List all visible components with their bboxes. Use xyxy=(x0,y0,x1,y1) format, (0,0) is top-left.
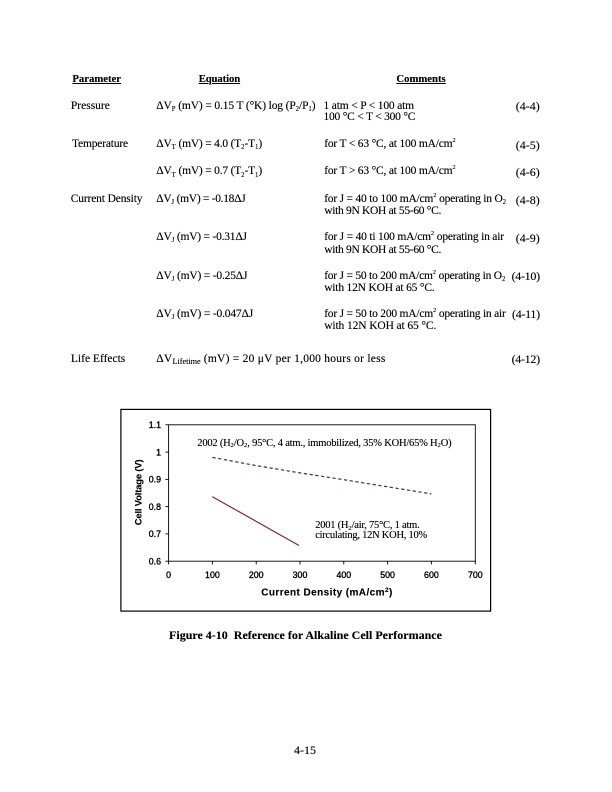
svg-text:1: 1 xyxy=(156,447,161,457)
svg-text:0.8: 0.8 xyxy=(149,502,161,512)
svg-text:500: 500 xyxy=(380,570,395,580)
svg-text:0.6: 0.6 xyxy=(149,556,161,566)
svg-text:300: 300 xyxy=(293,570,308,580)
svg-text:0.9: 0.9 xyxy=(149,475,161,485)
svg-text:0.7: 0.7 xyxy=(149,529,161,539)
svg-text:1.1: 1.1 xyxy=(149,420,161,430)
svg-text:200: 200 xyxy=(249,570,264,580)
svg-text:400: 400 xyxy=(336,570,351,580)
svg-text:100: 100 xyxy=(205,570,220,580)
svg-text:0: 0 xyxy=(166,570,171,580)
svg-text:700: 700 xyxy=(468,570,483,580)
svg-text:600: 600 xyxy=(424,570,439,580)
svg-text:Cell Voltage (V): Cell Voltage (V) xyxy=(133,460,144,526)
svg-text:Current Density (mA/cm2): Current Density (mA/cm2) xyxy=(261,587,393,599)
